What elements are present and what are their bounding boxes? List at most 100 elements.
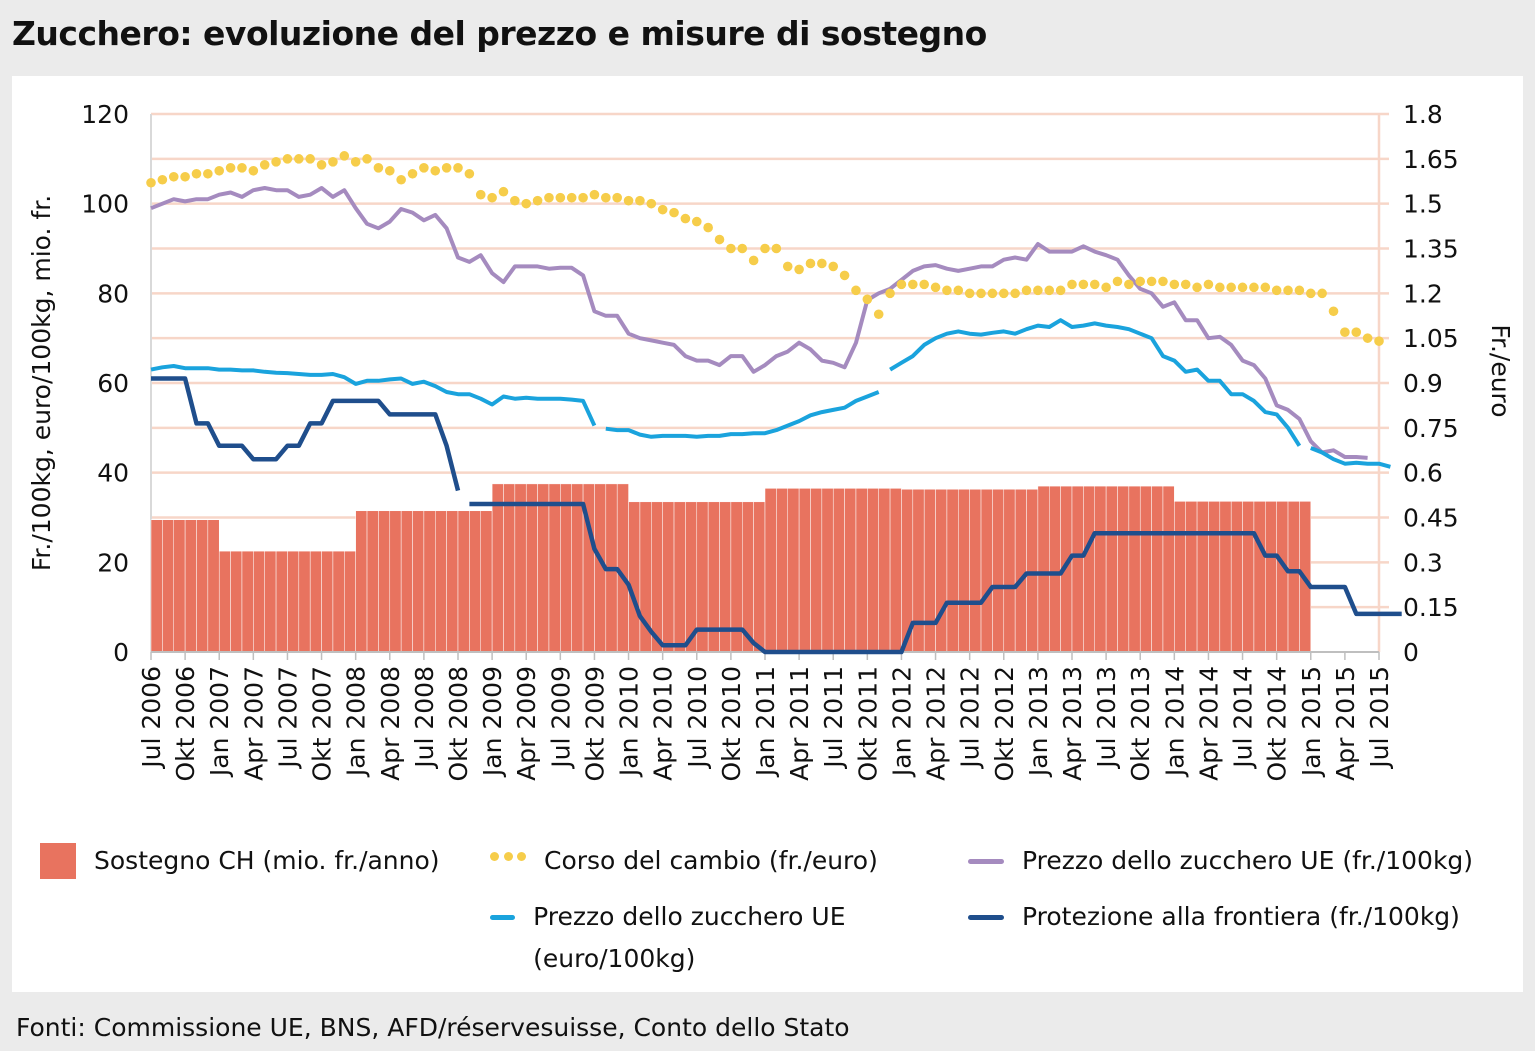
exchange-rate-point — [419, 163, 429, 173]
exchange-rate-point — [1055, 285, 1066, 296]
exchange-rate-point — [225, 163, 236, 173]
exchange-rate-point — [373, 163, 384, 173]
support-bar — [457, 510, 470, 653]
exchange-rate-point — [623, 195, 634, 206]
exchange-rate-point — [1362, 333, 1373, 343]
support-bar — [1117, 485, 1130, 653]
exchange-rate-point — [896, 279, 907, 290]
y-tick-label-right: 1.2 — [1403, 279, 1443, 308]
x-tick-label: Jan 2007 — [205, 666, 234, 778]
y-tick-label-right: 1.65 — [1403, 145, 1459, 174]
support-bar — [480, 510, 493, 653]
support-bar — [400, 510, 413, 653]
support-bar — [1174, 501, 1186, 653]
exchange-rate-point — [578, 192, 588, 203]
y-tick-label-right: 1.8 — [1403, 100, 1443, 129]
y-tick-label-right: 0.9 — [1403, 369, 1443, 398]
support-bar — [662, 501, 675, 653]
x-tick-label: Apr 2013 — [1058, 666, 1087, 781]
exchange-rate-point — [1124, 279, 1134, 290]
legend-border-protection: Protezione alla frontiera (fr./100kg) — [968, 896, 1460, 938]
x-tick-label: Okt 2009 — [580, 666, 609, 782]
exchange-rate-point — [1044, 285, 1055, 296]
exchange-rate-point — [510, 195, 520, 206]
y-tick-label-right: 0.3 — [1403, 548, 1443, 577]
x-tick-label: Apr 2010 — [649, 666, 678, 781]
exchange-rate-point — [362, 154, 372, 164]
exchange-rate-point — [1010, 288, 1020, 299]
support-bar — [1185, 501, 1198, 653]
support-bar — [980, 489, 993, 653]
exchange-rate-point — [191, 168, 202, 179]
support-bar — [1094, 485, 1107, 653]
exchange-rate-point — [1340, 327, 1350, 337]
exchange-rate-point — [1294, 285, 1305, 296]
support-bar — [1276, 501, 1289, 653]
y-tick-label-right: 1.5 — [1403, 190, 1443, 219]
y-tick-label-right: 1.05 — [1403, 324, 1459, 353]
support-bar — [287, 550, 300, 653]
legend-eu-price-fr: Prezzo dello zucchero UE (fr./100kg) — [968, 840, 1473, 882]
support-bar — [560, 483, 572, 653]
support-bar — [810, 488, 823, 653]
support-bar — [446, 510, 459, 653]
legend-swatch-eu-price-eur — [490, 915, 516, 920]
x-tick-label: Okt 2013 — [1126, 666, 1155, 782]
exchange-rate-point — [464, 168, 475, 179]
exchange-rate-point — [1203, 279, 1214, 290]
exchange-rate-point — [544, 192, 554, 203]
exchange-rate-point — [680, 213, 691, 224]
x-tick-label: Apr 2012 — [922, 666, 951, 781]
y-tick-label-left: 120 — [81, 100, 129, 129]
support-bar — [1253, 501, 1266, 653]
exchange-rate-point — [737, 243, 748, 254]
x-tick-label: Jul 2014 — [1229, 666, 1258, 770]
support-bar — [935, 489, 948, 653]
x-tick-label: Okt 2012 — [990, 666, 1019, 782]
x-tick-label: Jul 2008 — [410, 666, 439, 770]
legend-label-support: Sostegno CH (mio. fr./anno) — [94, 846, 440, 875]
exchange-rate-point — [589, 189, 600, 200]
exchange-rate-point — [248, 165, 259, 176]
support-bar — [435, 510, 447, 653]
support-bar — [878, 488, 891, 653]
support-bar — [344, 550, 356, 653]
exchange-rate-point — [407, 168, 418, 179]
exchange-rate-point — [259, 160, 270, 170]
exchange-rate-point — [873, 309, 884, 320]
support-bar — [514, 483, 527, 653]
support-bar — [1219, 501, 1232, 653]
support-bar — [162, 519, 174, 653]
support-bar — [173, 519, 186, 653]
support-bar — [571, 483, 584, 653]
support-bar — [378, 510, 391, 653]
exchange-rate-point — [771, 243, 782, 254]
exchange-rate-point — [566, 192, 577, 203]
y-tick-label-right: 0.6 — [1403, 459, 1443, 488]
support-bar — [1049, 485, 1061, 653]
exchange-rate-point — [1249, 282, 1259, 293]
support-bar — [1026, 489, 1039, 653]
support-bar — [1162, 485, 1175, 653]
exchange-rate-point — [839, 270, 850, 281]
support-bar — [525, 483, 538, 653]
exchange-rate-point — [305, 154, 315, 164]
legend-support: Sostegno CH (mio. fr./anno) — [40, 840, 440, 882]
x-tick-label: Jan 2015 — [1297, 666, 1326, 778]
chart-title: Zucchero: evoluzione del prezzo e misure… — [12, 14, 987, 53]
exchange-rate-point — [1169, 279, 1180, 290]
exchange-rate-point — [350, 157, 361, 167]
support-bar — [798, 488, 811, 653]
exchange-rate-point — [635, 195, 645, 206]
exchange-rate-point — [964, 288, 975, 299]
x-tick-label: Jan 2014 — [1160, 666, 1189, 778]
support-bar — [753, 501, 766, 653]
y-tick-label-right: 0.15 — [1403, 593, 1459, 622]
support-bar — [1003, 489, 1016, 653]
support-bar — [241, 550, 254, 653]
exchange-rate-point — [953, 285, 964, 296]
exchange-rate-point — [339, 151, 350, 161]
exchange-rate-point — [214, 165, 225, 176]
exchange-rate-point — [521, 198, 532, 209]
exchange-rate-point — [441, 163, 452, 173]
